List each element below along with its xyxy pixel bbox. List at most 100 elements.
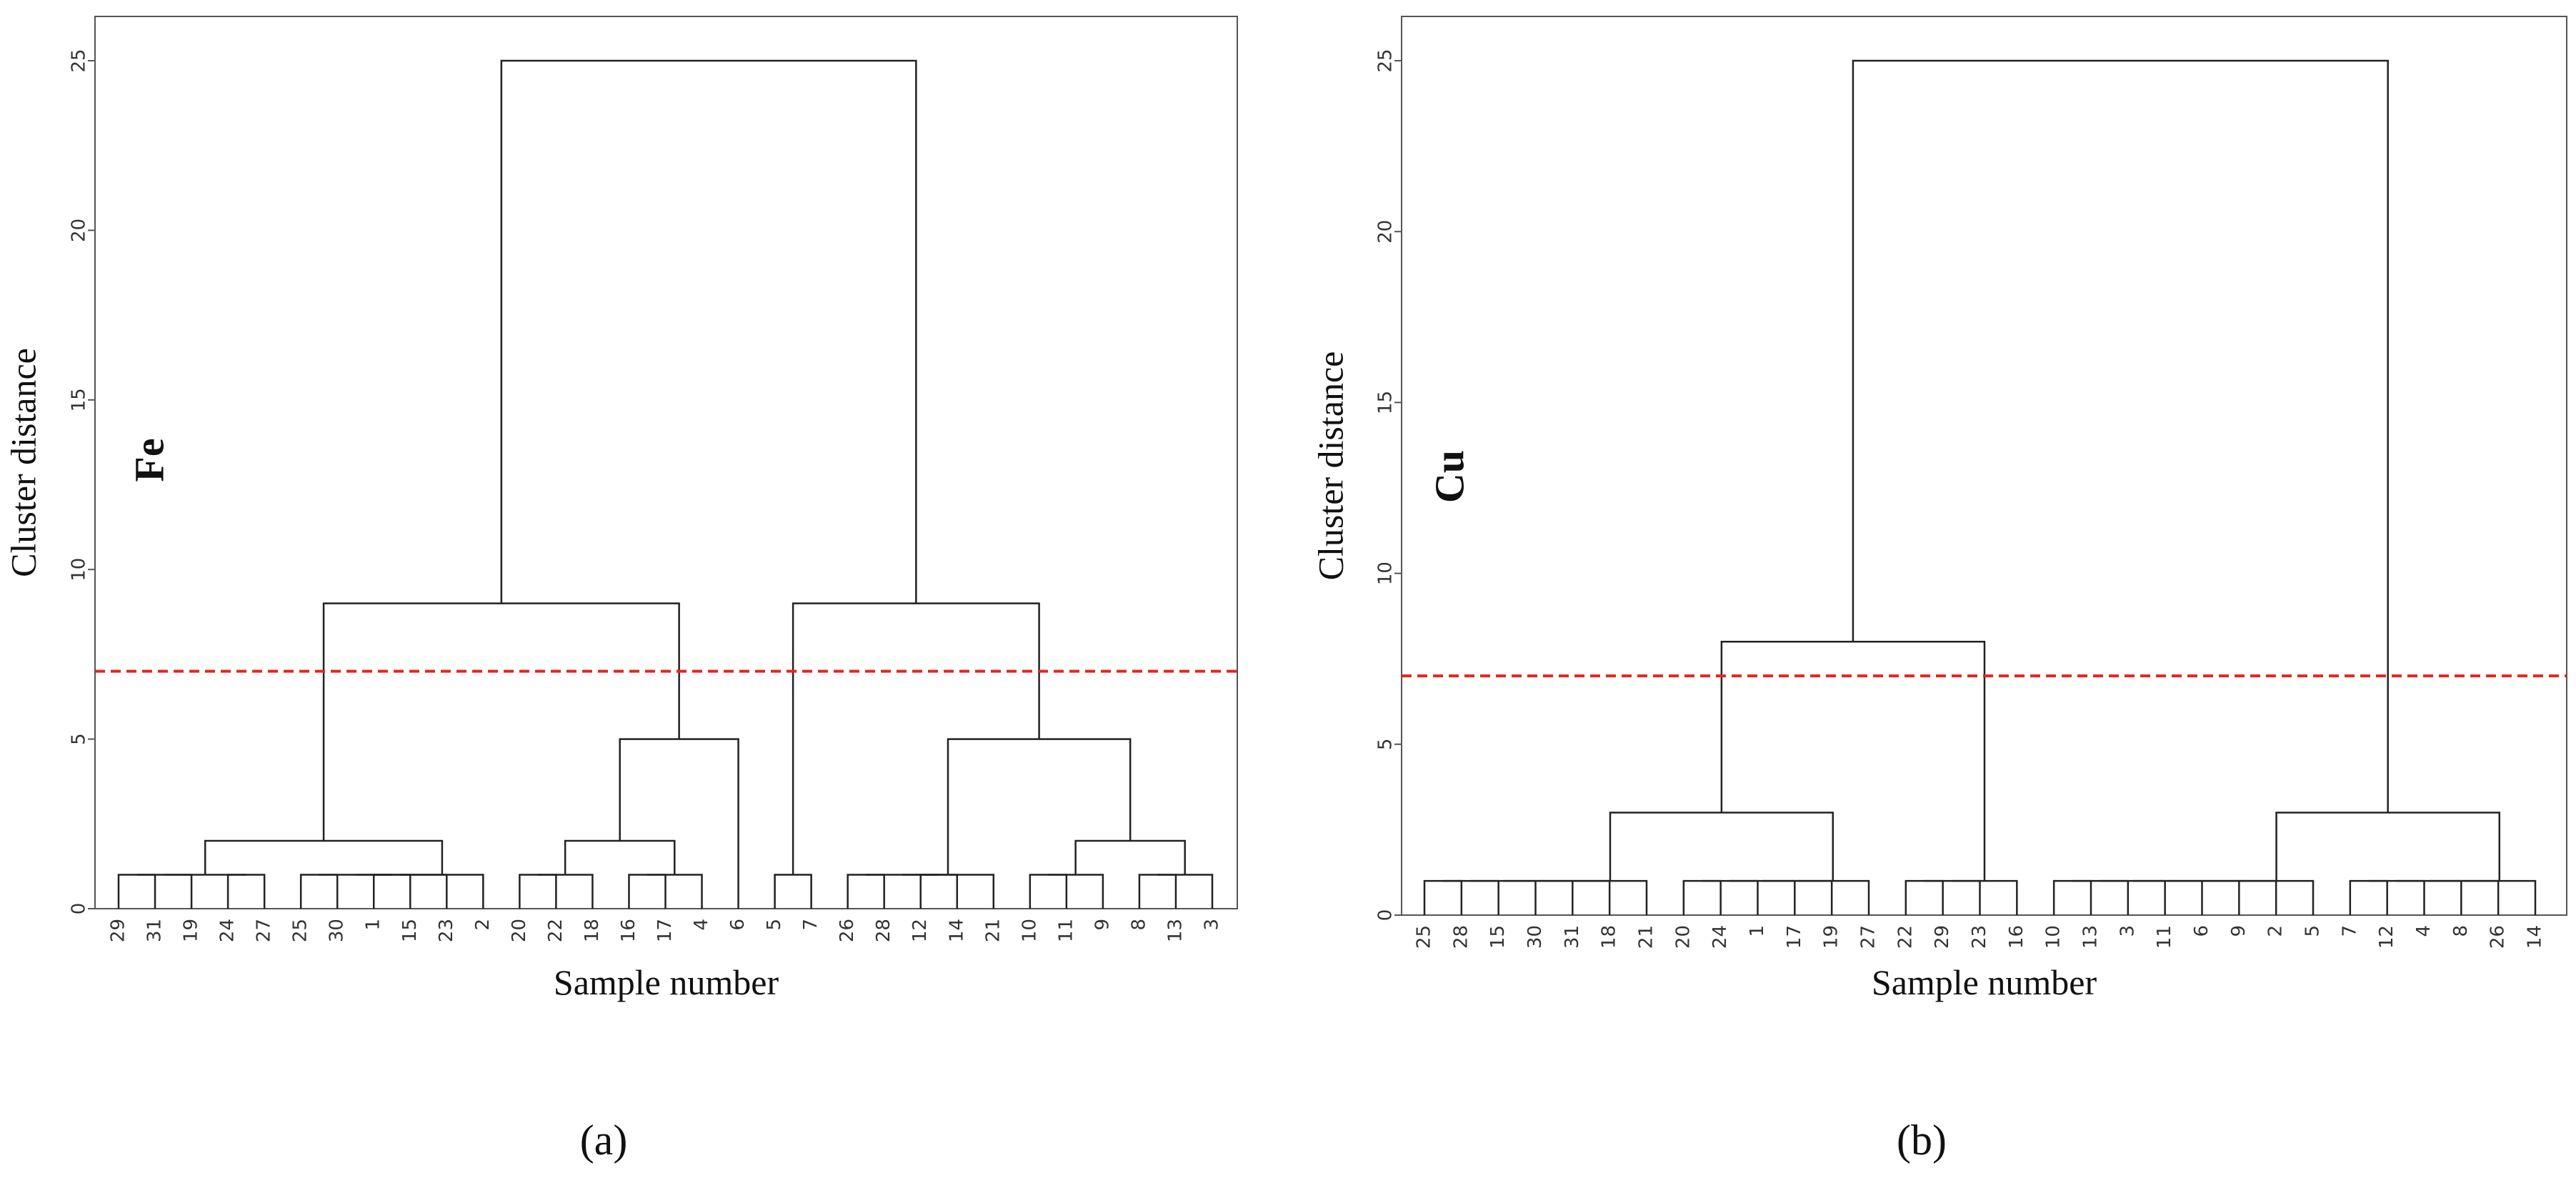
panel-label: (a): [580, 1117, 628, 1164]
leaf-label: 27: [1858, 925, 1879, 949]
dendrogram-link: [117, 874, 156, 909]
element-label: Fe: [126, 438, 172, 481]
dendrogram-link: [564, 839, 676, 875]
dendrogram-link: [2132, 879, 2203, 915]
leaf-label: 9: [2228, 925, 2250, 937]
y-axis-label: Cluster distance: [1310, 351, 1350, 581]
leaf-label: 23: [1969, 925, 1990, 949]
leaf-label: 17: [1784, 925, 1805, 949]
y-tick-label: 0: [1375, 909, 1397, 922]
plot-frame: [1401, 16, 2567, 916]
leaf-label: 24: [1709, 925, 1731, 949]
leaf-label: 22: [1894, 925, 1916, 949]
leaf-label: 25: [1414, 925, 1435, 949]
leaf-label: 12: [2376, 925, 2397, 949]
dendrogram-link: [2052, 879, 2092, 915]
dendrogram-link: [774, 874, 812, 909]
leaf-label: 29: [1932, 925, 1953, 949]
dendrogram-link: [2428, 879, 2500, 915]
dendrogram-link: [372, 874, 411, 909]
y-tick-label: 5: [69, 733, 90, 745]
leaf-label: 11: [2154, 925, 2175, 949]
leaf-label: 28: [1450, 925, 1472, 949]
x-axis-label: Sample number: [1872, 962, 2097, 1002]
leaf-label: 27: [254, 919, 275, 942]
dendrogram-link: [1138, 874, 1177, 909]
leaf-label: 28: [873, 919, 894, 942]
y-tick-label: 20: [69, 219, 90, 242]
y-tick-label: 20: [1375, 220, 1397, 244]
dendrogram-link: [519, 874, 557, 909]
dendrogram-link: [1924, 879, 1981, 915]
dendrogram-link: [1074, 839, 1186, 875]
dendrogram-link: [1503, 879, 1574, 915]
leaf-label: 30: [326, 919, 348, 942]
dendrogram-link: [1729, 879, 1796, 915]
dendrogram-link: [322, 602, 680, 842]
dendrogram-link: [1609, 812, 1834, 882]
dendrogram-link: [1573, 879, 1648, 915]
y-tick-label: 5: [1375, 739, 1397, 751]
leaf-label: 2: [2265, 925, 2287, 937]
leaf-label: 15: [1487, 925, 1509, 949]
leaf-label: 6: [2191, 925, 2212, 937]
dendrogram-link: [1470, 879, 1537, 915]
dendrogram-link: [2072, 879, 2130, 915]
leaf-label: 3: [2117, 925, 2138, 937]
leaf-label: 21: [982, 919, 1004, 942]
dendrogram-link: [647, 874, 703, 909]
dendrogram-link: [2463, 879, 2537, 915]
leaf-label: 1: [363, 919, 384, 931]
leaf-label: 5: [2302, 925, 2324, 937]
leaf-label: 5: [764, 919, 785, 931]
dendrogram-link: [1797, 879, 1870, 915]
dendrogram-link: [1157, 874, 1214, 909]
dendrogram-link: [537, 874, 594, 909]
dendrogram-link: [902, 874, 995, 909]
leaf-label: 26: [2487, 925, 2509, 949]
dendrogram-link: [1852, 59, 2389, 813]
leaf-label: 19: [181, 919, 202, 942]
y-tick-label: 25: [1375, 49, 1397, 72]
dendrogram-link: [355, 874, 448, 909]
dendrogram-link: [1537, 879, 1611, 915]
y-axis-label: Cluster distance: [3, 348, 43, 577]
leaf-label: 15: [399, 919, 421, 942]
dendrogram-link: [2349, 879, 2388, 915]
dendrogram-link: [1702, 879, 1759, 915]
dendrogram-link: [1720, 641, 1986, 882]
leaf-label: 16: [618, 919, 639, 942]
leaf-label: 17: [654, 919, 676, 942]
y-tick-label: 15: [69, 388, 90, 411]
leaf-label: 8: [2450, 925, 2472, 937]
leaf-label: 10: [2043, 925, 2065, 949]
dendrogram-link: [2240, 879, 2315, 915]
leaf-label: 7: [2339, 925, 2360, 937]
element-label: Cu: [1426, 450, 1472, 503]
leaf-label: 10: [1019, 919, 1040, 942]
dendrogram-link: [1029, 874, 1068, 909]
dendrogram-link: [2275, 812, 2501, 882]
leaf-label: 13: [2080, 925, 2102, 949]
dendrogram-link: [401, 874, 484, 909]
leaf-label: 20: [1672, 925, 1694, 949]
leaf-label: 9: [1092, 919, 1113, 931]
leaf-label: 21: [1636, 925, 1657, 949]
dendrogram-link: [1952, 879, 2018, 915]
leaf-label: 4: [691, 919, 712, 931]
dendrogram-link: [1904, 879, 1944, 915]
leaf-label: 23: [436, 919, 457, 942]
dendrogram-link: [1682, 879, 1722, 915]
leaf-label: 22: [545, 919, 566, 942]
dendrogram-link: [1048, 874, 1104, 909]
leaf-label: 26: [837, 919, 858, 942]
leaf-label: 12: [909, 919, 931, 942]
y-tick-label: 0: [69, 903, 90, 915]
y-tick-label: 15: [1375, 391, 1397, 414]
leaf-label: 31: [1562, 925, 1583, 949]
leaf-label: 14: [946, 919, 967, 942]
dendrogram-link: [947, 738, 1132, 875]
dendrogram-link: [919, 874, 959, 909]
y-tick-label: 25: [69, 49, 90, 72]
